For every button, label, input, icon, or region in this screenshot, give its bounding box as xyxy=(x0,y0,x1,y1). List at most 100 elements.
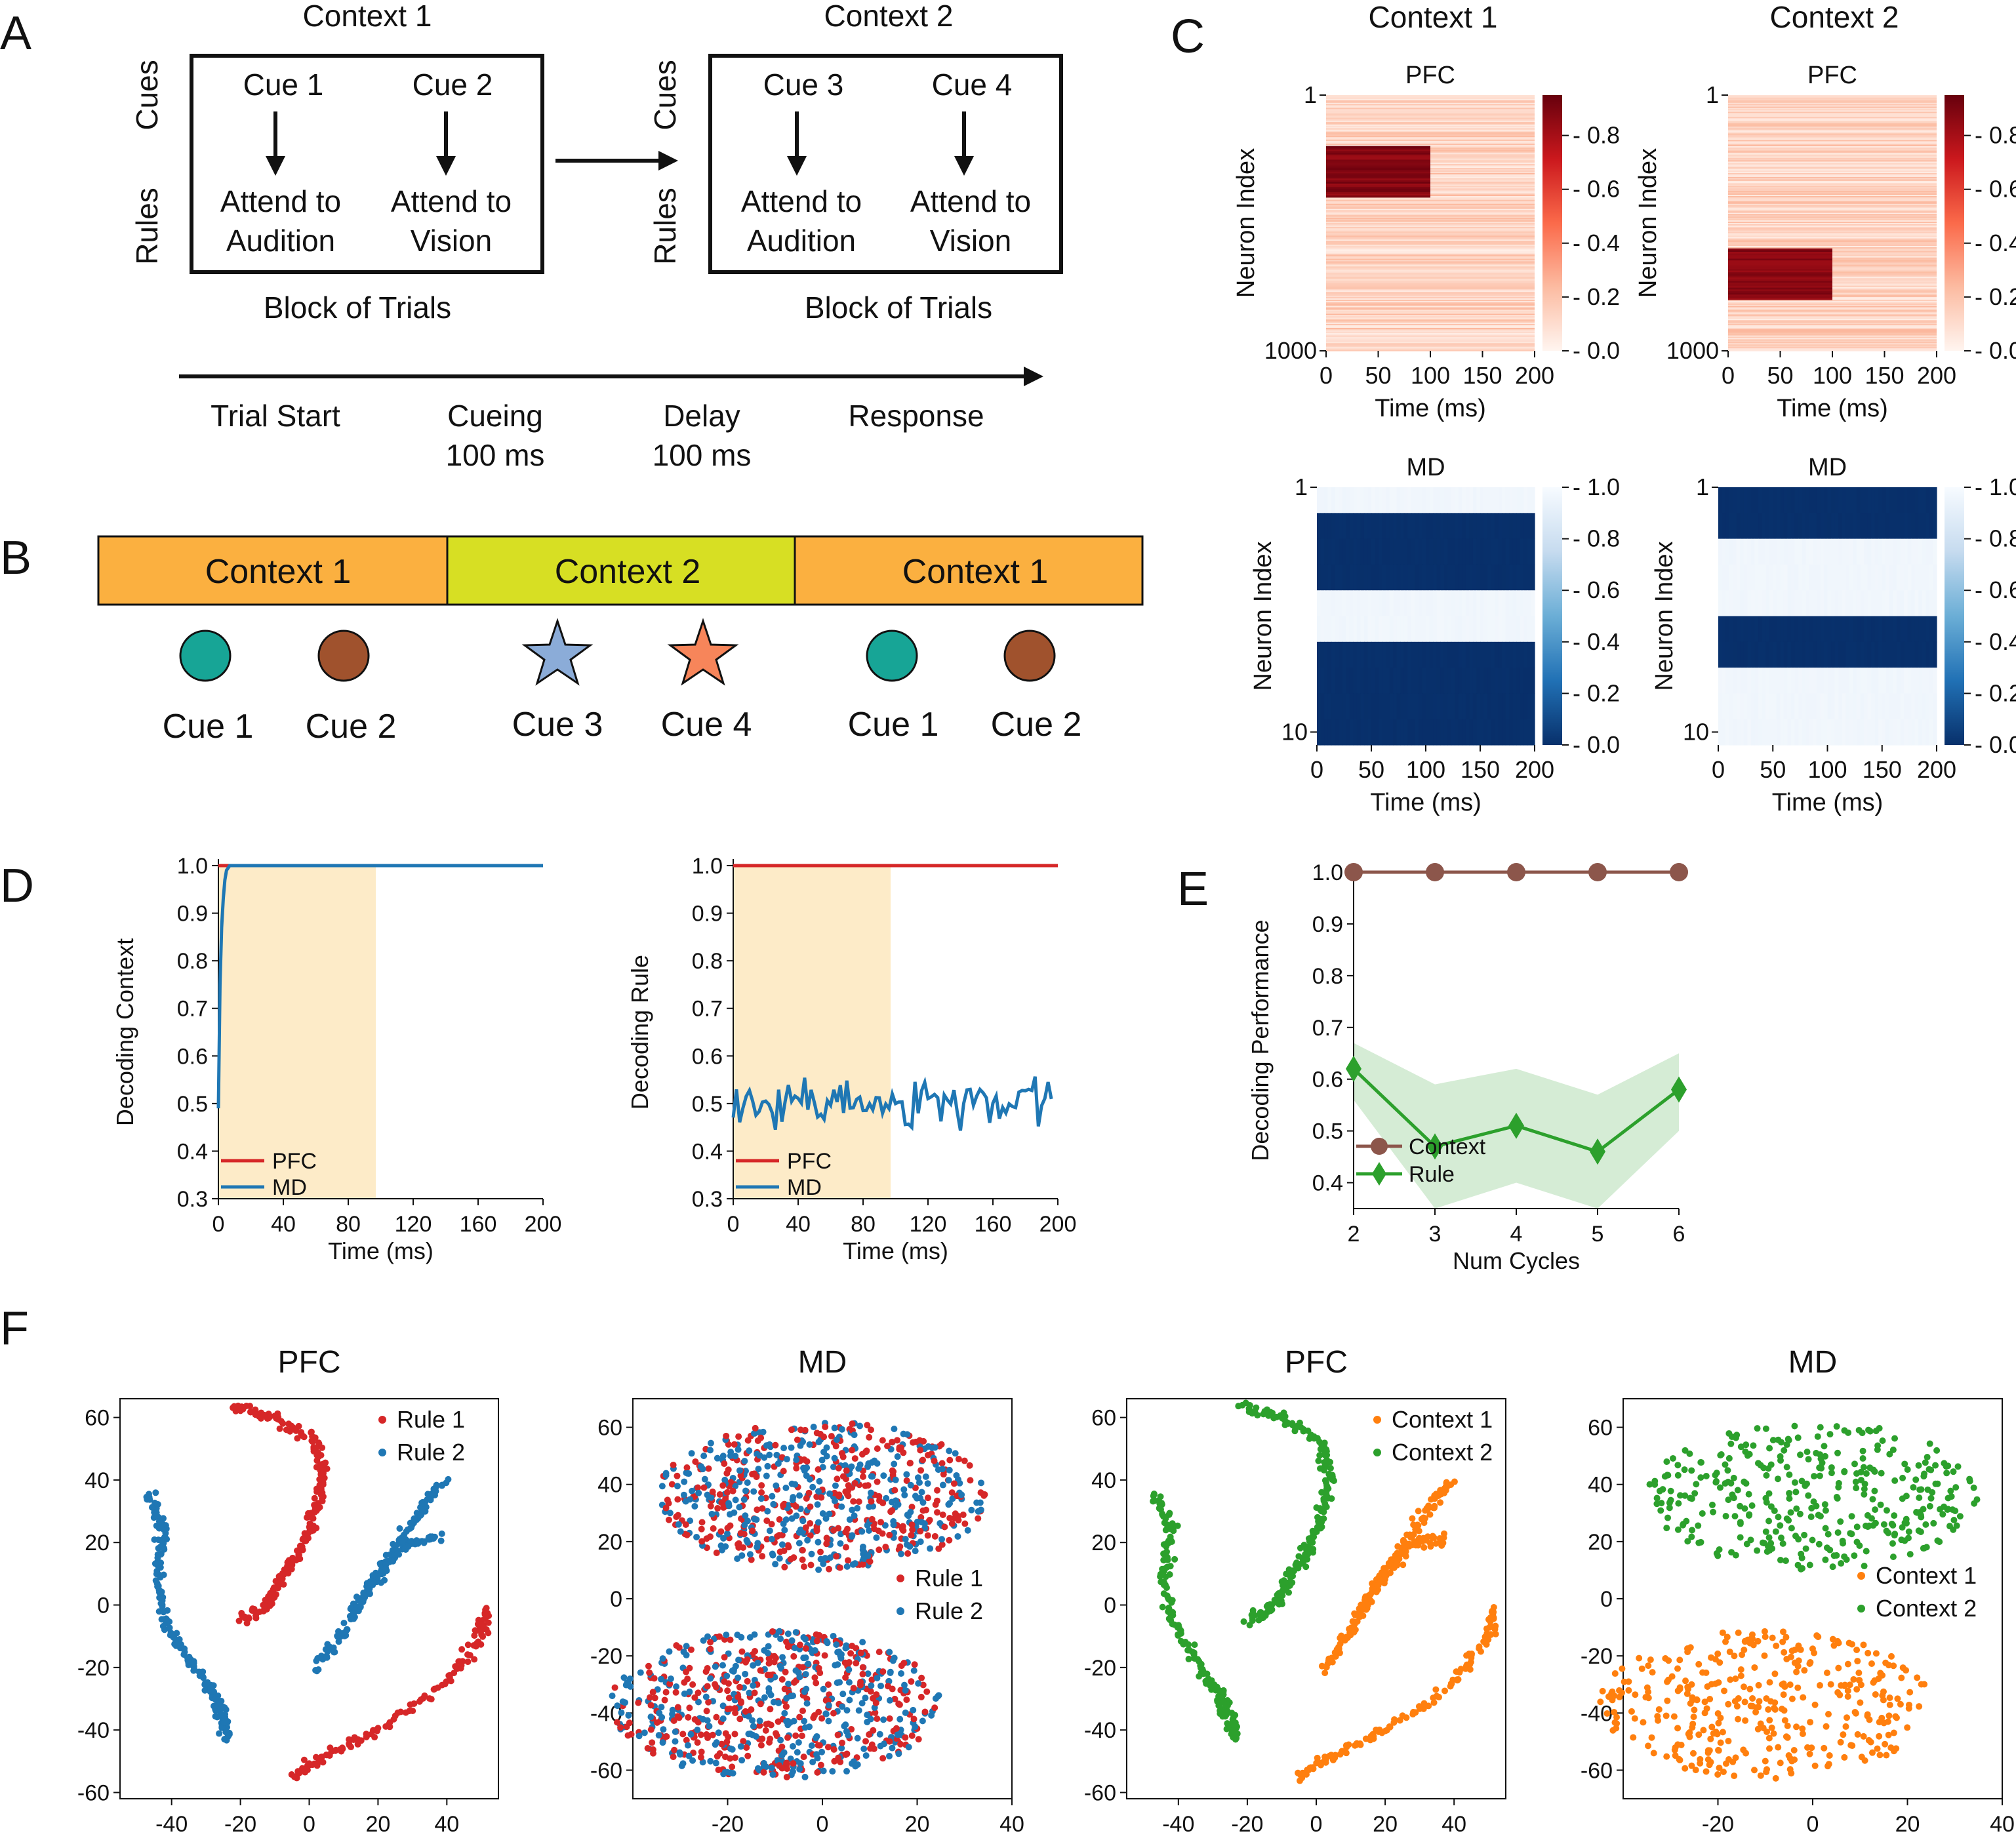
heatmap-cell xyxy=(1349,668,1354,694)
point-context-1 xyxy=(1415,1542,1422,1549)
heatmap-cell xyxy=(1371,487,1376,513)
legend-marker xyxy=(897,1574,904,1582)
point-rule-1 xyxy=(845,1482,852,1489)
heatmap-cell xyxy=(1904,616,1908,643)
point-rule-1 xyxy=(284,1562,291,1569)
point-rule-2 xyxy=(357,1603,364,1610)
heatmap-cell xyxy=(1900,668,1905,694)
heatmap-row xyxy=(1728,242,1937,244)
heatmap-cell xyxy=(1816,538,1821,565)
point-rule-1 xyxy=(757,1667,764,1674)
heatmap-row xyxy=(1326,289,1535,291)
point-rule-2 xyxy=(637,1669,644,1676)
heatmap-cell xyxy=(1904,668,1908,694)
heatmap-cell xyxy=(1516,668,1521,694)
heatmap-cell xyxy=(1367,538,1372,565)
timeline-delay: Delay 100 ms xyxy=(653,399,752,472)
heatmap-row xyxy=(1326,114,1535,116)
point-rule-1 xyxy=(698,1519,706,1526)
point-rule-1 xyxy=(877,1519,885,1526)
heatmap-cell xyxy=(1805,564,1810,591)
heatmap-row xyxy=(1728,140,1937,142)
point-rule-1 xyxy=(850,1498,857,1505)
rule-audition-1-line1: Attend to xyxy=(220,184,341,218)
heatmap-cell xyxy=(1878,641,1883,668)
heatmap-cell xyxy=(1758,487,1763,513)
heatmap-cell xyxy=(1317,487,1321,513)
x-tick-label: 150 xyxy=(1462,362,1502,389)
heatmap-row xyxy=(1326,238,1535,240)
heatmap-cell xyxy=(1480,513,1485,540)
heatmap-cell xyxy=(1838,513,1843,540)
point-rule-1 xyxy=(296,1769,303,1776)
point-rule-1 xyxy=(934,1487,941,1494)
heatmap-cell xyxy=(1805,513,1810,540)
point-rule-1 xyxy=(864,1422,871,1429)
heatmap-cell xyxy=(1389,487,1394,513)
point-rule-1 xyxy=(872,1699,879,1706)
heatmap-cell xyxy=(1349,616,1354,643)
point-rule-1 xyxy=(394,1709,401,1716)
point-rule-1 xyxy=(700,1484,708,1491)
heatmap-cell xyxy=(1900,513,1905,540)
heatmap-cell xyxy=(1914,641,1919,668)
heatmap-cell xyxy=(1918,590,1923,617)
heatmap-cell xyxy=(1407,641,1412,668)
heatmap-row xyxy=(1326,281,1535,284)
point-rule-2 xyxy=(818,1748,826,1755)
point-rule-2 xyxy=(353,1593,360,1601)
heatmap-row xyxy=(1728,101,1937,104)
point-rule-1 xyxy=(821,1652,828,1659)
panel-label-f: F xyxy=(0,1302,29,1355)
point-rule-1 xyxy=(767,1721,775,1729)
heatmap-cell xyxy=(1809,693,1813,720)
heatmap-cell xyxy=(1498,590,1502,617)
data-point-rule xyxy=(1671,1076,1687,1103)
heatmap-cell xyxy=(1440,590,1445,617)
heatmap-cell xyxy=(1487,693,1492,720)
heatmap-cell xyxy=(1480,693,1485,720)
heatmap-cell xyxy=(1403,564,1408,591)
heatmap-row xyxy=(1728,331,1937,334)
heatmap-cell xyxy=(1911,719,1916,746)
heatmap-cell xyxy=(1813,513,1817,540)
colorbar-tick-label: - 0.4 xyxy=(1573,230,1620,256)
heatmap-cell xyxy=(1929,564,1934,591)
heatmap-cell xyxy=(1733,513,1737,540)
heatmap-cell xyxy=(1798,590,1803,617)
heatmap-cell xyxy=(1411,693,1415,720)
point-rule-2 xyxy=(432,1483,439,1491)
point-context-2 xyxy=(1310,1435,1318,1442)
point-rule-1 xyxy=(931,1704,938,1712)
heatmap-cell xyxy=(1320,564,1325,591)
heatmap-cell xyxy=(1339,513,1343,540)
point-rule-2 xyxy=(808,1550,815,1557)
heatmap-cell xyxy=(1403,719,1408,746)
point-context-2 xyxy=(1263,1406,1270,1413)
y-axis-label: Neuron Index xyxy=(1232,148,1260,298)
point-rule-1 xyxy=(295,1422,302,1430)
heatmap-cell xyxy=(1845,564,1850,591)
y-tick-label: 0.8 xyxy=(692,949,723,974)
point-context-1 xyxy=(1438,1536,1445,1543)
heatmap-cell xyxy=(1491,538,1495,565)
heatmap-cell xyxy=(1794,538,1799,565)
point-rule-1 xyxy=(758,1489,765,1496)
scatter-points xyxy=(609,1420,988,1780)
heatmap-cell xyxy=(1813,693,1817,720)
heatmap-row xyxy=(1728,321,1937,323)
heatmap-cell xyxy=(1925,513,1930,540)
y-tick-label: 0.8 xyxy=(177,949,208,974)
heatmap-row xyxy=(1326,243,1535,245)
point-rule-1 xyxy=(664,1496,671,1504)
heatmap-cell xyxy=(1823,616,1828,643)
point-context-2 xyxy=(1281,1421,1289,1428)
heatmap-row xyxy=(1728,306,1937,308)
heatmap-cell xyxy=(1396,538,1401,565)
point-rule-2 xyxy=(830,1463,837,1470)
heatmap-row xyxy=(1728,343,1937,345)
point-rule-1 xyxy=(471,1632,478,1639)
y-tick-label: 0 xyxy=(1600,1587,1613,1612)
heatmap-row xyxy=(1326,292,1535,294)
legend-label: MD xyxy=(787,1175,822,1200)
